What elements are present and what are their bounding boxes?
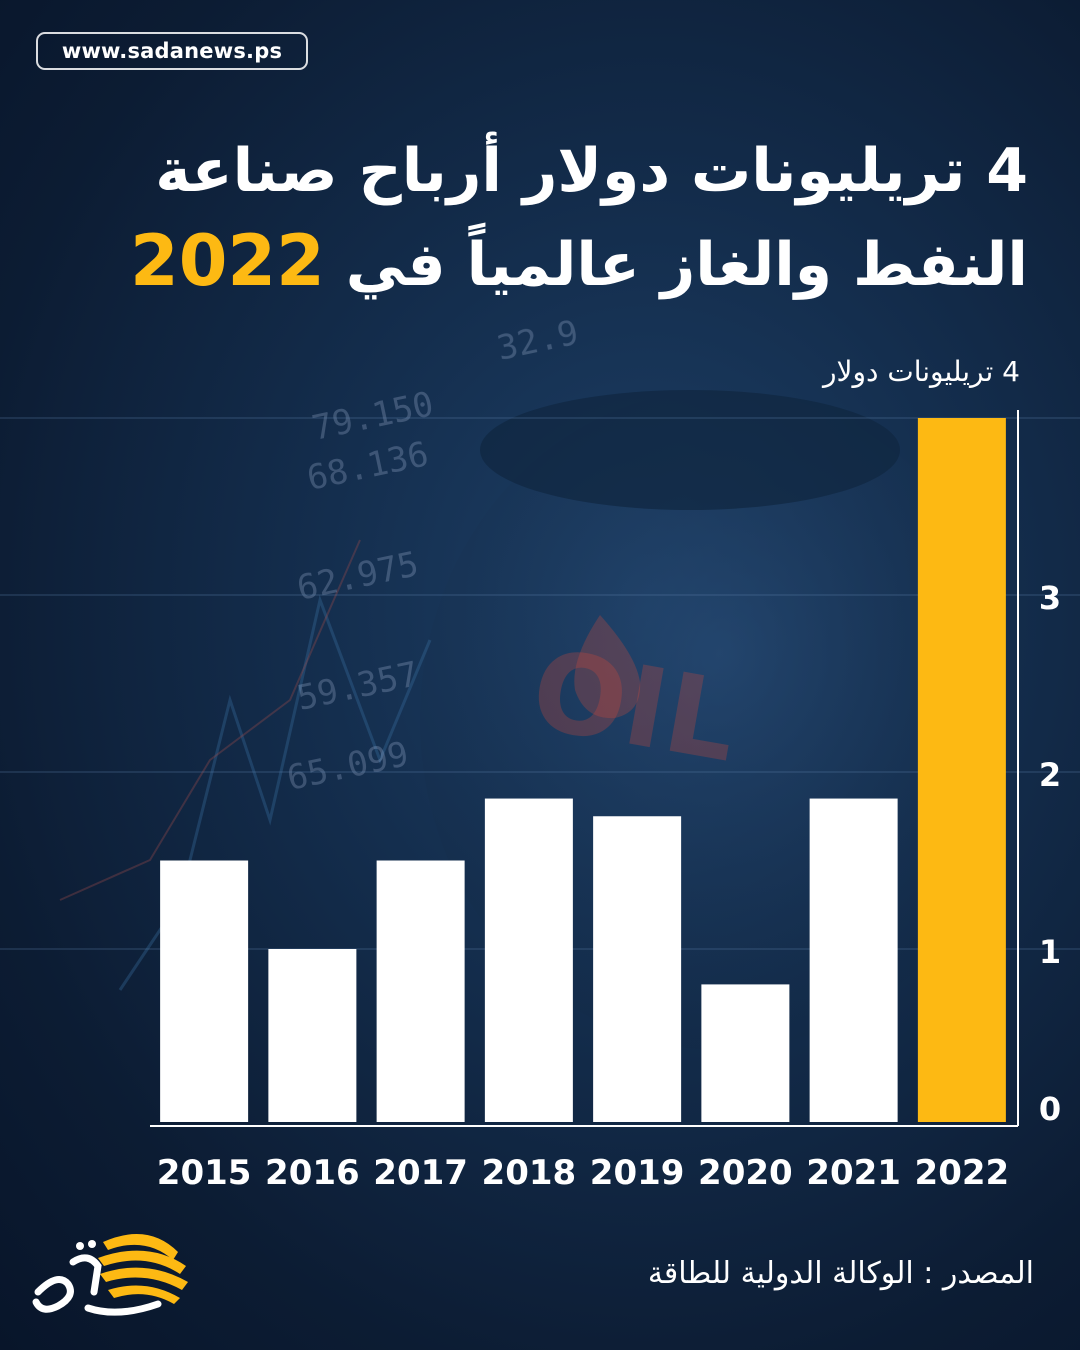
page-title: 4 تريليونات دولار أرباح صناعة النفط والغ… bbox=[48, 126, 1028, 310]
x-tick-label: 2015 bbox=[157, 1153, 252, 1193]
bar-2022 bbox=[917, 418, 1006, 1122]
bar-2017 bbox=[376, 860, 465, 1122]
bar-2018 bbox=[484, 798, 573, 1122]
title-line-1: 4 تريليونات دولار أرباح صناعة bbox=[155, 136, 1028, 206]
bar-2020 bbox=[701, 984, 790, 1122]
chart-unit-label: 4 تريليونات دولار bbox=[822, 355, 1020, 388]
site-url-badge[interactable]: www.sadanews.ps bbox=[36, 32, 308, 70]
x-tick-label: 2019 bbox=[590, 1153, 685, 1193]
x-tick-label: 2017 bbox=[373, 1153, 468, 1193]
y-tick-label: 2 bbox=[1039, 756, 1061, 794]
bar-2021 bbox=[809, 798, 898, 1122]
source-credit: المصدر : الوكالة الدولية للطاقة bbox=[647, 1256, 1034, 1291]
x-tick-label: 2020 bbox=[698, 1153, 793, 1193]
y-tick-label: 1 bbox=[1039, 933, 1061, 971]
x-tick-label: 2016 bbox=[265, 1153, 360, 1193]
bar-2016 bbox=[268, 949, 357, 1122]
sada-news-logo-icon bbox=[32, 1234, 188, 1316]
y-tick-label: 0 bbox=[1039, 1090, 1061, 1128]
y-tick-label: 3 bbox=[1039, 579, 1061, 617]
x-tick-label: 2021 bbox=[806, 1153, 901, 1193]
title-highlight-year: 2022 bbox=[129, 220, 325, 302]
title-line-2: النفط والغاز عالمياً في bbox=[345, 230, 1028, 300]
x-tick-label: 2018 bbox=[482, 1153, 577, 1193]
x-tick-label: 2022 bbox=[915, 1153, 1010, 1193]
bar-2015 bbox=[160, 860, 249, 1122]
bar-2019 bbox=[593, 816, 682, 1122]
